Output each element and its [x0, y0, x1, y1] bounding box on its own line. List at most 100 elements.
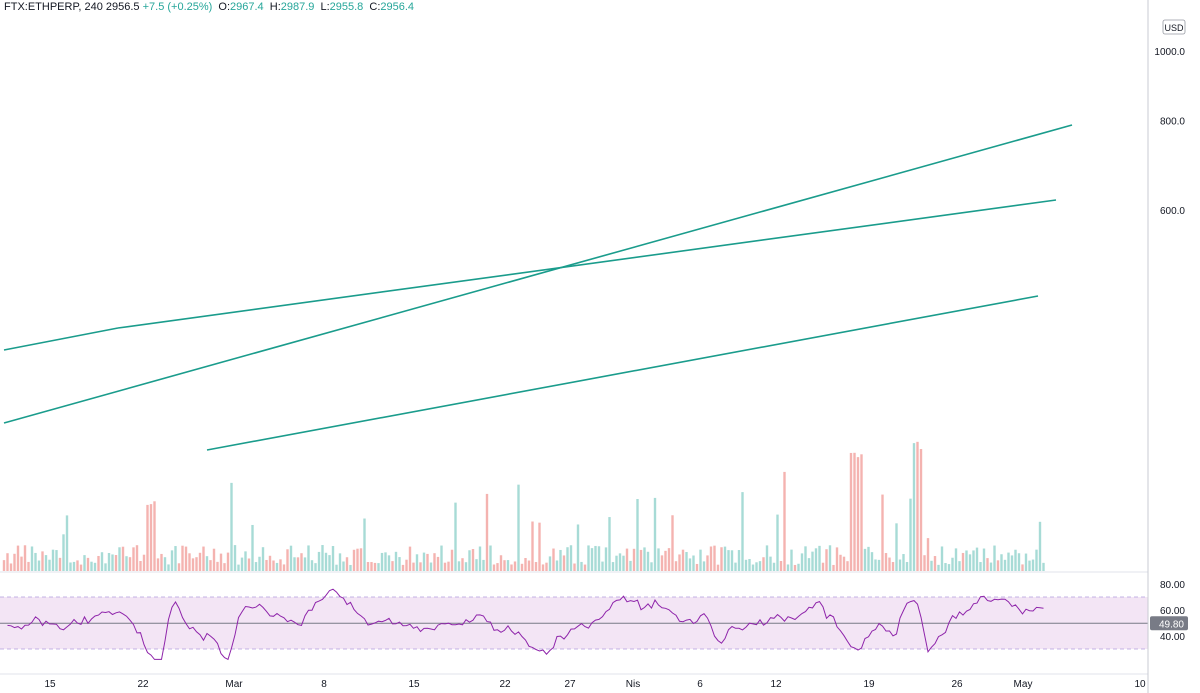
volume-bar [268, 555, 272, 571]
time-tick-label: 27 [564, 679, 576, 690]
volume-bar [832, 564, 835, 571]
volume-bar [1000, 554, 1003, 571]
trend-channel[interactable] [3, 124, 1073, 451]
volume-bar [415, 554, 419, 571]
volume-bar [797, 563, 800, 571]
volume-bar [982, 548, 986, 571]
volume-bar [44, 555, 48, 571]
volume-bar [884, 553, 888, 571]
volume-bar [905, 562, 909, 571]
volume-bar [783, 471, 786, 571]
volume-bar [426, 553, 429, 571]
volume-bar [846, 561, 849, 571]
time-tick-label: 22 [137, 679, 149, 690]
volume-bar [888, 557, 891, 571]
volume-bar [835, 547, 839, 571]
volume-bar [1003, 559, 1007, 571]
volume-bar [342, 561, 345, 571]
volume-bar [741, 492, 744, 571]
volume-bar [223, 563, 226, 571]
rsi-pane: 80.00 60.00 40.00 49.80 [0, 580, 1188, 661]
symbol-header: FTX:ETHPERP, 240 2956.5 +7.5 (+0.25%) O:… [4, 1, 414, 13]
volume-bar [688, 558, 692, 571]
volume-bar [86, 557, 90, 571]
volume-bar [30, 546, 34, 571]
volume-bar [664, 550, 667, 571]
volume-bar [828, 545, 832, 571]
volume-bar [800, 553, 804, 571]
volume-bar [727, 550, 730, 571]
symbol-name[interactable]: FTX:ETHPERP, 240 [4, 1, 103, 13]
volume-bar [237, 564, 240, 571]
time-tick-label: Nis [626, 679, 640, 690]
volume-bar [387, 555, 391, 571]
volume-bar [625, 548, 629, 571]
volume-bar [503, 560, 506, 571]
volume-bar [114, 555, 118, 571]
volume-bar [156, 558, 160, 571]
volume-bar [790, 549, 793, 571]
volume-bar [254, 562, 258, 571]
volume-bar [359, 548, 363, 571]
volume-bar [898, 559, 902, 571]
volume-bar [408, 546, 412, 571]
volume-bar [674, 561, 678, 571]
volume-bar [919, 449, 923, 571]
volume-bar [510, 564, 513, 571]
last-price: 2956.5 [105, 1, 140, 13]
volume-bar [492, 564, 496, 571]
volume-bar [706, 555, 709, 571]
volume-bar [734, 562, 737, 571]
volume-bar [363, 518, 366, 571]
volume-bar [377, 563, 380, 571]
volume-bar [636, 499, 639, 571]
volume-bar [877, 559, 881, 571]
volume-bar [394, 551, 398, 571]
volume-bar [454, 502, 457, 571]
volume-bar [811, 551, 814, 571]
volume-bar [212, 548, 216, 571]
volume-bar [321, 545, 324, 571]
volume-bar [737, 550, 741, 571]
volume-bar [902, 554, 905, 571]
volume-bar [230, 482, 233, 571]
volume-bar [100, 552, 104, 571]
volume-bar [149, 504, 153, 571]
time-tick-label: 10 [1134, 679, 1146, 690]
volume-bar [296, 557, 300, 571]
volume-bar [874, 559, 877, 571]
volume-bar [643, 547, 646, 571]
volume-bar [293, 557, 296, 571]
volume-bar [272, 560, 275, 571]
volume-bar [611, 562, 615, 571]
open-label: O: [218, 1, 231, 13]
volume-bar [678, 554, 681, 571]
volume-bar [538, 522, 541, 571]
time-tick-label: 12 [770, 679, 782, 690]
volume-bar [202, 546, 205, 571]
volume-bar [954, 548, 958, 571]
volume-bar [986, 558, 989, 571]
volume-bar [772, 562, 776, 571]
volume-bar [366, 562, 370, 571]
volume-bar [860, 454, 863, 571]
volume-bar [125, 556, 128, 571]
channel-line [206, 295, 1039, 451]
volume-bar [709, 546, 713, 571]
volume-bar [580, 561, 583, 571]
volume-bar [520, 563, 524, 571]
time-tick-label: 19 [863, 679, 875, 690]
volume-bar [282, 564, 286, 571]
volume-bar [842, 556, 846, 571]
volume-bar [1028, 560, 1031, 571]
volume-bar [349, 564, 352, 571]
volume-bar [303, 557, 307, 571]
volume-bar [2, 560, 6, 571]
volume-bar [331, 546, 335, 571]
volume-bar [660, 555, 664, 571]
volume-bar [132, 547, 135, 571]
volume-bar [937, 564, 940, 571]
volume-bar [993, 545, 996, 571]
